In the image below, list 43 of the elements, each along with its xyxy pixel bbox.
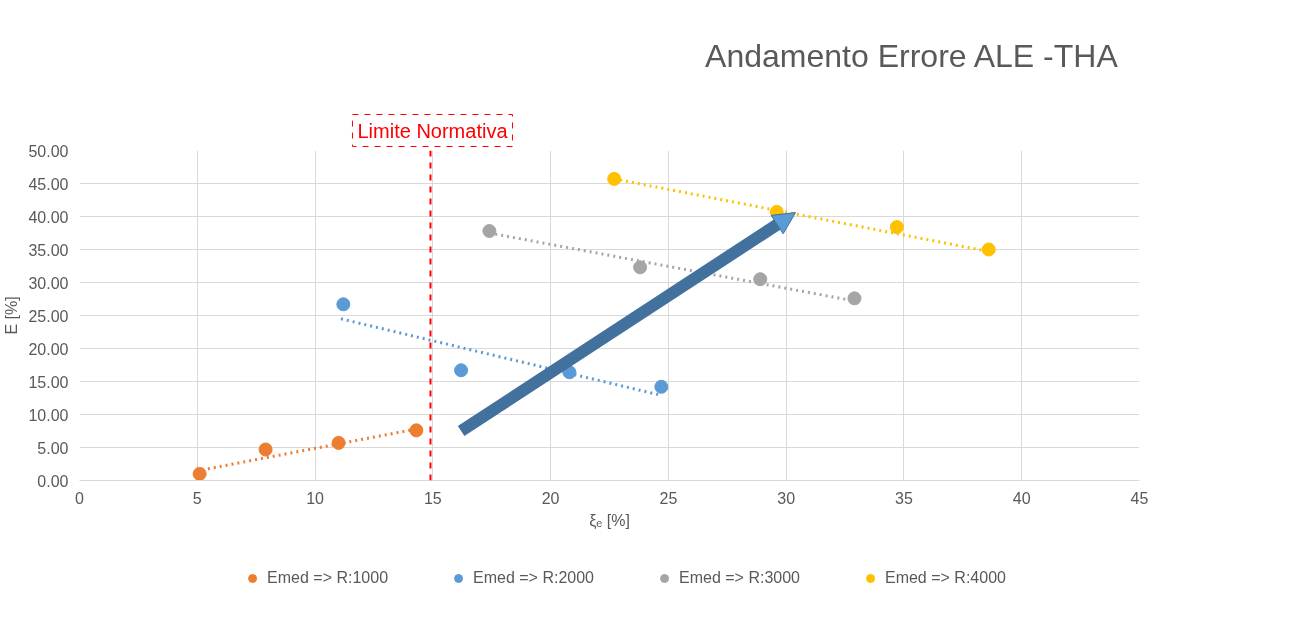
point <box>889 220 904 235</box>
x-tick-label: 10 <box>306 489 325 507</box>
point <box>607 171 622 186</box>
y-tick-label: 40.00 <box>28 208 69 226</box>
x-tick-label: 0 <box>75 489 85 507</box>
point <box>258 442 273 457</box>
x-tick-label: 15 <box>423 489 442 507</box>
point <box>331 435 346 450</box>
x-tick-label: 30 <box>777 489 796 507</box>
y-axis-title: E [%] <box>3 296 21 335</box>
chart-title: Andamento Errore ALE -THA <box>705 37 1119 74</box>
legend-label: Emed => R:2000 <box>473 568 594 587</box>
legend-label: Emed => R:3000 <box>679 568 800 587</box>
y-tick-label: 25.00 <box>28 307 69 325</box>
x-tick-label: 35 <box>895 489 913 507</box>
point <box>192 466 207 481</box>
y-tick-label: 10.00 <box>28 406 69 424</box>
point <box>633 260 648 275</box>
y-tick-label: 35.00 <box>28 241 69 259</box>
x-axis-title: ξₑ [%] <box>589 511 630 530</box>
y-tick-label: 50.00 <box>28 142 69 160</box>
point <box>482 224 497 239</box>
y-tick-label: 15.00 <box>28 373 69 391</box>
x-tick-label: 40 <box>1012 489 1031 507</box>
point <box>654 379 669 394</box>
x-tick-label: 25 <box>659 489 678 507</box>
point <box>409 423 424 438</box>
legend-label: Emed => R:4000 <box>884 568 1006 587</box>
x-tick-label: 45 <box>1130 489 1149 507</box>
y-tick-label: 5.00 <box>37 439 69 457</box>
y-tick-label: 45.00 <box>28 175 69 193</box>
x-tick-label: 5 <box>192 489 202 507</box>
y-tick-label: 0.00 <box>37 472 69 490</box>
y-tick-label: 30.00 <box>28 274 69 292</box>
y-tick-label: 20.00 <box>28 340 69 358</box>
ref-line-label: Limite Normativa <box>357 119 509 142</box>
x-tick-label: 20 <box>541 489 560 507</box>
point <box>753 272 768 287</box>
point <box>847 291 862 306</box>
point <box>981 242 996 257</box>
point <box>454 363 469 378</box>
point <box>336 297 351 312</box>
legend-label: Emed => R:1000 <box>267 568 389 587</box>
